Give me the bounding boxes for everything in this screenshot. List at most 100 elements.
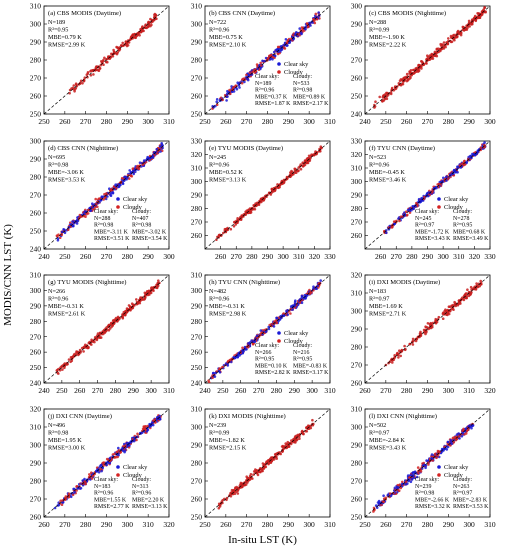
data-point [462,29,466,32]
y-tick-label: 260 [30,209,42,218]
data-point [435,186,438,190]
data-point [95,338,99,342]
legend-cloudy-label: Cloudy [284,69,304,76]
y-tick-label: 250 [351,513,363,522]
one-to-one-line [43,274,170,384]
data-point [73,491,76,494]
data-point [419,333,423,336]
data-point [285,44,289,47]
y-tick-label: 310 [191,164,203,173]
data-point [452,440,456,444]
panel-stat: RMSE=2.98 K [209,311,247,318]
x-tick-label: 310 [143,520,155,529]
y-tick-label: 320 [351,150,363,159]
data-point [78,216,81,219]
x-tick-label: 280 [262,520,274,529]
data-point [84,215,87,218]
data-point [385,97,389,101]
y-tick-label: 330 [351,137,363,146]
x-tick-label: 260 [59,117,71,126]
panel-stat: RMSE=3.43 K [369,445,407,452]
data-point [60,365,63,368]
data-point [298,435,301,438]
data-point [63,228,66,232]
y-tick-label: 300 [191,177,203,186]
y-tick-label: 300 [351,2,363,11]
legend-cloudy-label: Cloudy [444,472,464,479]
clear-sky-stat: N=189 [255,81,271,87]
panel-stat: MBE=-0.45 K [369,169,405,176]
data-point [134,36,137,40]
data-point [82,350,85,353]
cloudy-stat: Cloudy: [293,74,312,80]
x-tick-label: 270 [241,117,253,126]
data-point [236,217,239,220]
data-point [67,358,71,361]
panel-stat: RMSE=2.10 K [209,42,247,49]
data-point [106,195,109,198]
clear-sky-stat: MBE=-1.72 K [415,229,450,235]
y-tick-label: 300 [351,423,363,432]
x-tick-label: 290 [122,117,134,126]
data-point [75,218,79,222]
data-point [408,343,411,346]
y-tick-label: 280 [30,56,42,65]
data-point [284,38,288,41]
data-point [108,327,112,330]
data-point [400,82,404,86]
data-point [72,487,75,491]
cloudy-stat: N=533 [293,81,309,87]
cloudy-stat: N=263 [453,484,469,490]
legend-clear-label: Clear sky [123,196,148,203]
data-point [374,100,377,103]
y-tick-label: 240 [351,110,363,119]
data-point [118,47,122,51]
data-point [117,185,120,189]
y-tick-label: 250 [30,110,42,119]
panel-stat: MBE=-2.84 K [369,437,405,444]
panel-stat: N=245 [209,154,226,161]
data-point [393,354,397,357]
data-point [59,499,62,503]
x-tick-label: 300 [304,117,316,126]
x-tick-label: 300 [146,386,158,395]
y-tick-label: 280 [191,204,203,213]
data-point [157,279,160,283]
y-tick-label: 250 [30,227,42,236]
y-tick-label: 280 [30,477,42,486]
data-point [445,179,448,182]
data-point [81,82,84,85]
clear-sky-stat: N=239 [415,484,431,490]
data-point [389,92,393,96]
data-point [72,84,76,87]
y-tick-label: 260 [351,231,363,240]
data-point [126,310,129,313]
x-tick-label: 250 [38,117,50,126]
legend-clear-marker [437,465,441,469]
panel-title: (g) TYU MODIS (Nighttime) [48,279,126,286]
panel-stat: RMSE=2.15 K [209,445,247,452]
data-point [463,429,467,433]
data-point [144,26,148,29]
data-point [111,55,115,58]
x-tick-label: 270 [241,520,253,529]
data-point [438,450,442,454]
x-tick-label: 270 [253,386,265,395]
data-point [218,367,221,370]
data-point [135,298,138,301]
y-tick-label: 290 [30,301,42,310]
data-point [462,298,466,302]
data-point [140,296,143,300]
data-point [385,231,388,235]
data-point [300,301,304,305]
clear-sky-stat: Clear sky: [255,343,279,349]
x-tick-label: 280 [246,252,258,261]
data-point [471,424,475,427]
data-point [452,33,456,37]
cloudy-stat: R²=0.97 [453,491,472,497]
data-point [284,442,288,445]
data-point [435,48,439,51]
data-point [430,453,434,456]
data-point [139,27,142,31]
